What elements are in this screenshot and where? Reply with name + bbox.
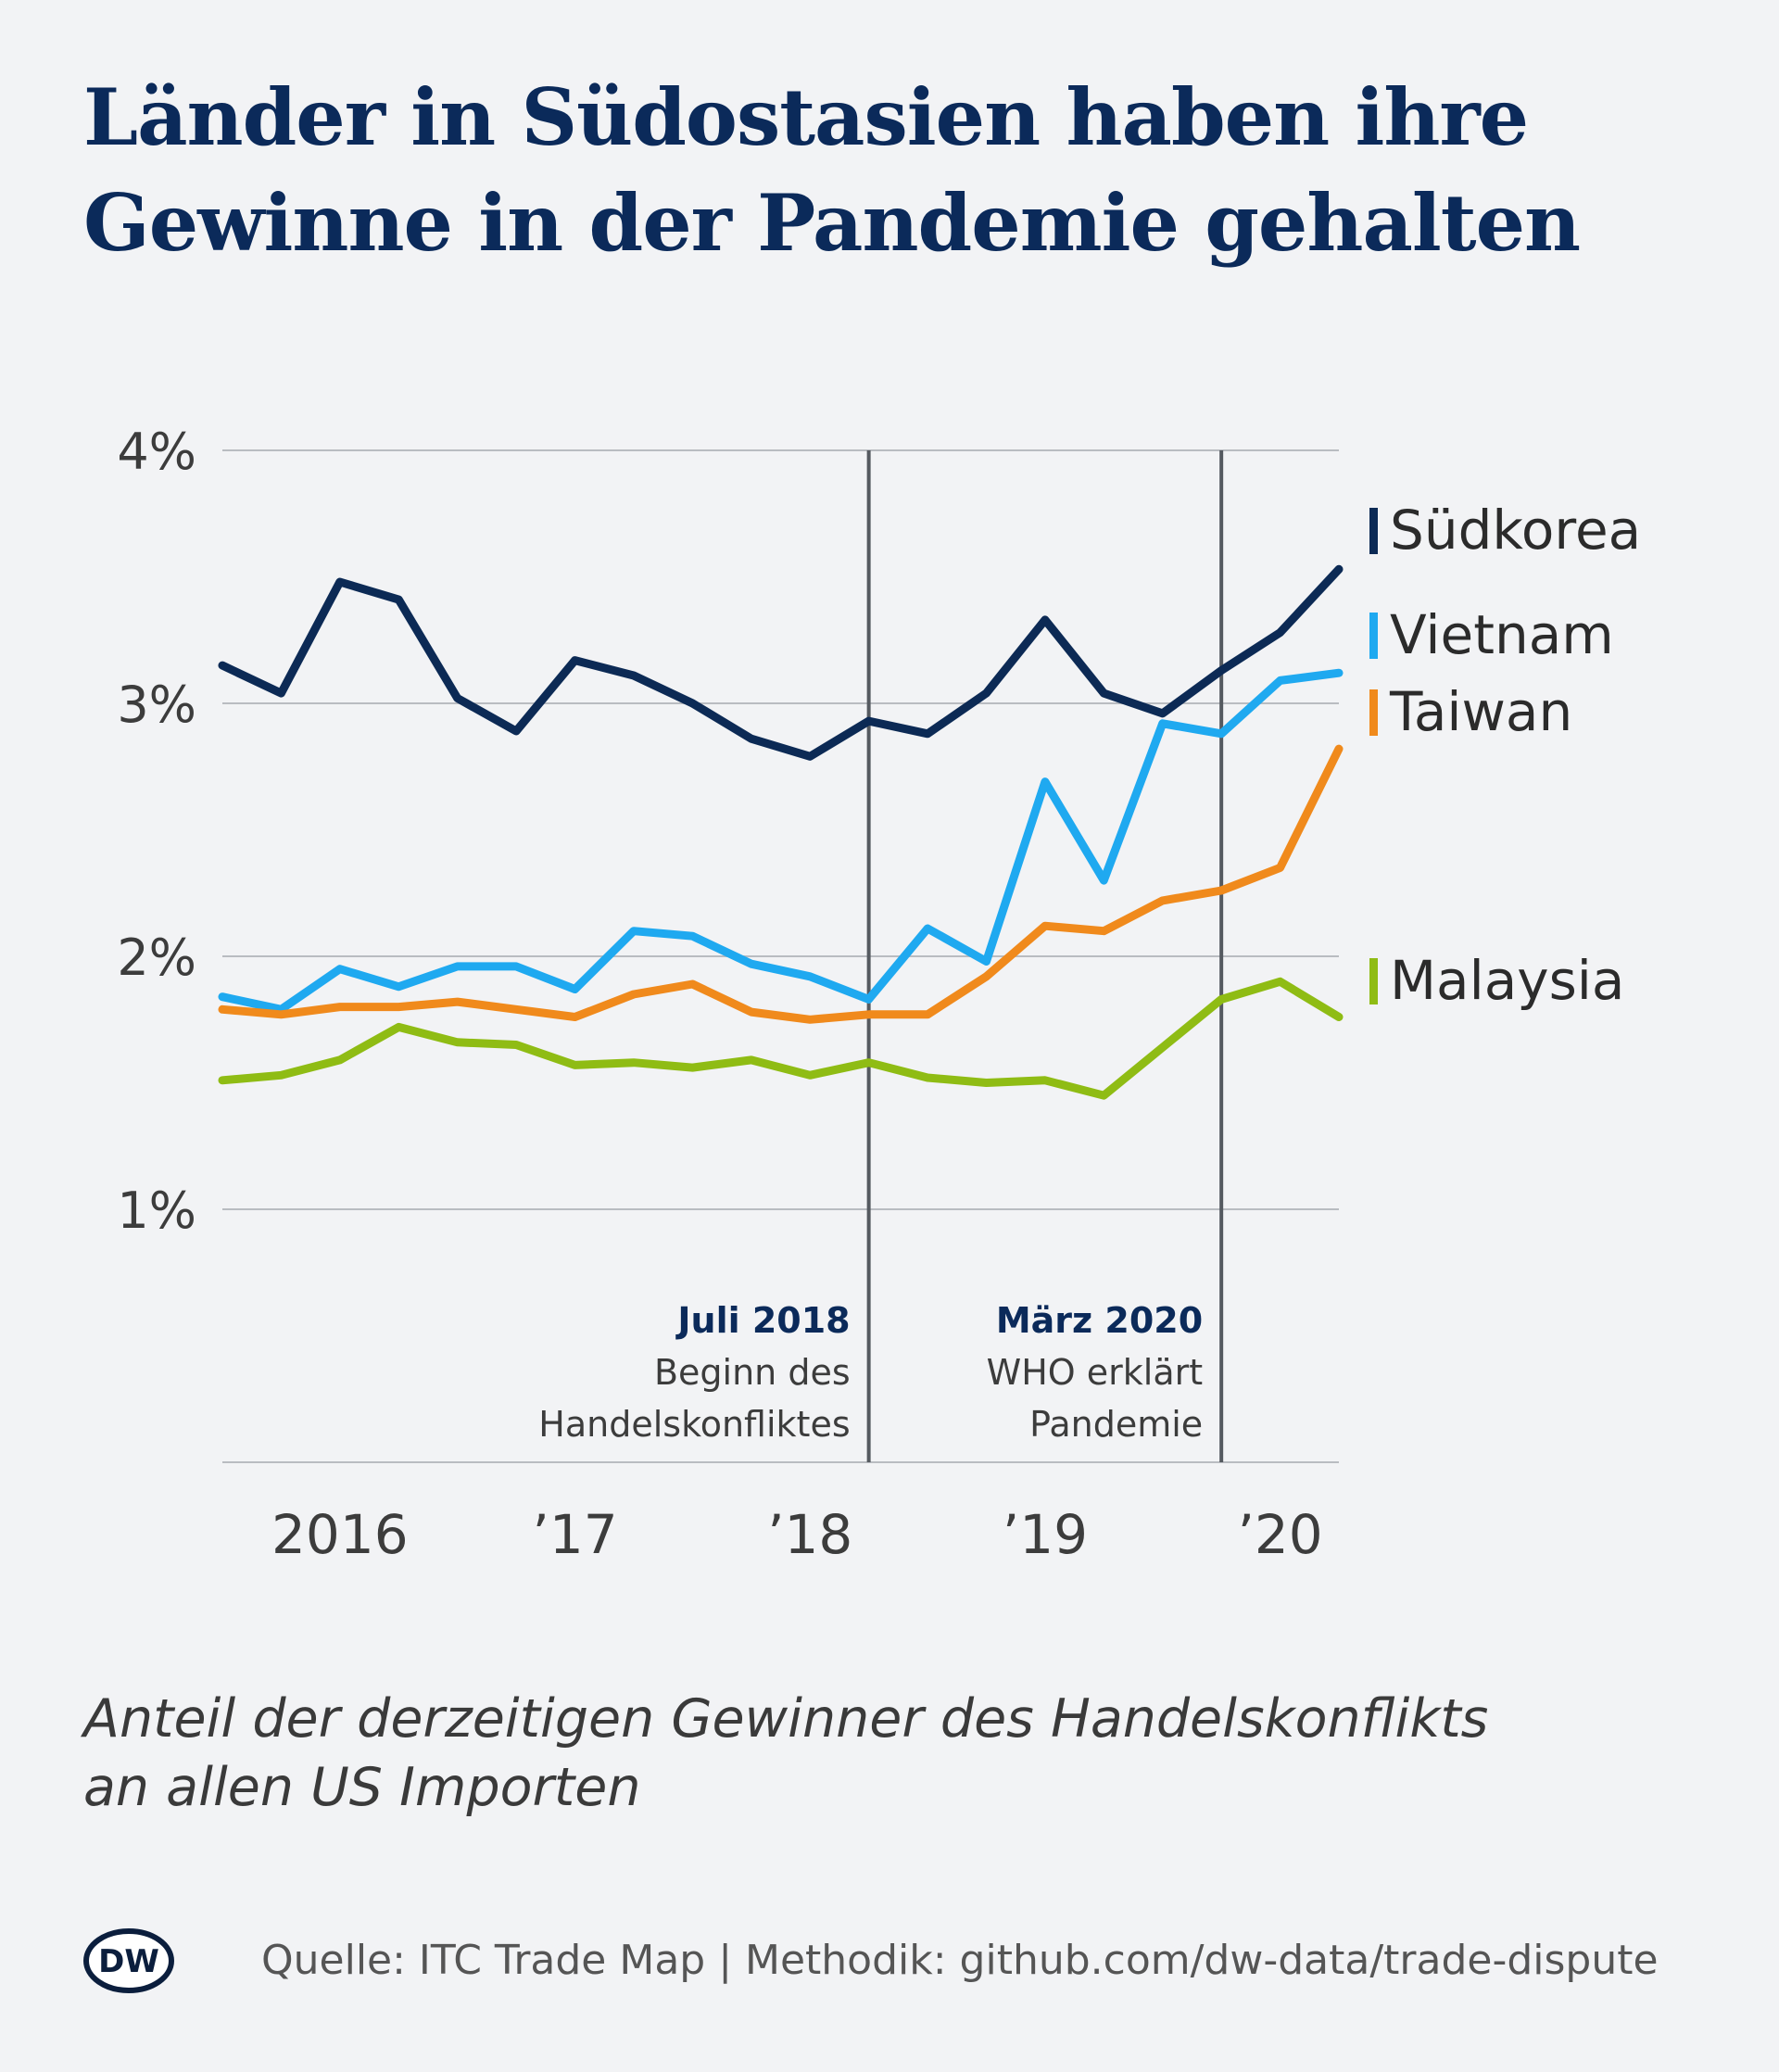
chart-subtitle-line-1: Anteil der derzeitigen Gewinner des Hand… — [83, 1688, 1489, 1750]
grid-layer — [222, 449, 1339, 1463]
chart-subtitle-line-2: an allen US Importen — [83, 1757, 641, 1818]
x-tick-label: ’17 — [532, 1503, 617, 1566]
event-marker-heading: Juli 2018 — [675, 1300, 850, 1341]
y-tick-label: 2% — [117, 929, 196, 987]
chart-title: Länder in Südostasien haben ihre Gewinne… — [83, 65, 1714, 276]
event-marker-text: WHO erklärt — [987, 1352, 1204, 1393]
y-tick-label: 1% — [117, 1181, 196, 1240]
legend-label: Südkorea — [1390, 499, 1641, 562]
legend-swatch — [1369, 613, 1378, 659]
series-line-vietnam — [218, 668, 1344, 1014]
chart-subtitle: Anteil der derzeitigen Gewinner des Hand… — [83, 1685, 1659, 1822]
legend-swatch — [1369, 689, 1378, 736]
legend-layer: Südkorea Vietnam Taiwan Malaysia — [1369, 499, 1641, 1012]
legend-label: Vietnam — [1390, 603, 1614, 666]
series-layer — [218, 564, 1344, 1100]
x-tick-label: ’18 — [767, 1503, 852, 1566]
y-tick-label: 4% — [117, 423, 196, 481]
legend-label: Malaysia — [1390, 949, 1624, 1012]
dw-logo-text: DW — [98, 1943, 159, 1980]
annotation-layer: Juli 2018 Beginn des Handelskonfliktes März… — [538, 450, 1224, 1462]
line-chart: 1% 2% 3% 4% 2016 ’17 ’18 ’19 ’20 Juli 2018 Beginn… — [117, 423, 1641, 1566]
event-marker-text: Pandemie — [1029, 1404, 1203, 1445]
event-marker-heading: März 2020 — [996, 1300, 1203, 1341]
dw-logo: DW — [83, 1928, 174, 1993]
axis-layer: 1% 2% 3% 4% 2016 ’17 ’18 ’19 ’20 — [117, 423, 1322, 1566]
x-tick-label: 2016 — [271, 1503, 409, 1566]
x-tick-label: ’19 — [1003, 1503, 1088, 1566]
series-line-malaysia — [218, 977, 1344, 1100]
event-marker-text: Handelskonfliktes — [538, 1404, 850, 1445]
series-line-taiwan — [218, 744, 1344, 1024]
y-tick-label: 3% — [117, 676, 196, 734]
legend-swatch — [1369, 508, 1378, 554]
series-line-südkorea — [218, 564, 1344, 761]
x-tick-label: ’20 — [1237, 1503, 1322, 1566]
event-marker-text: Beginn des — [654, 1352, 851, 1393]
chart-title-line-1: Länder in Südostasien haben ihre — [83, 71, 1529, 163]
legend-swatch — [1369, 958, 1378, 1004]
source-note: Quelle: ITC Trade Map | Methodik: github… — [261, 1937, 1659, 1984]
legend-label: Taiwan — [1389, 680, 1572, 743]
chart-title-line-2: Gewinne in der Pandemie gehalten — [83, 177, 1581, 269]
